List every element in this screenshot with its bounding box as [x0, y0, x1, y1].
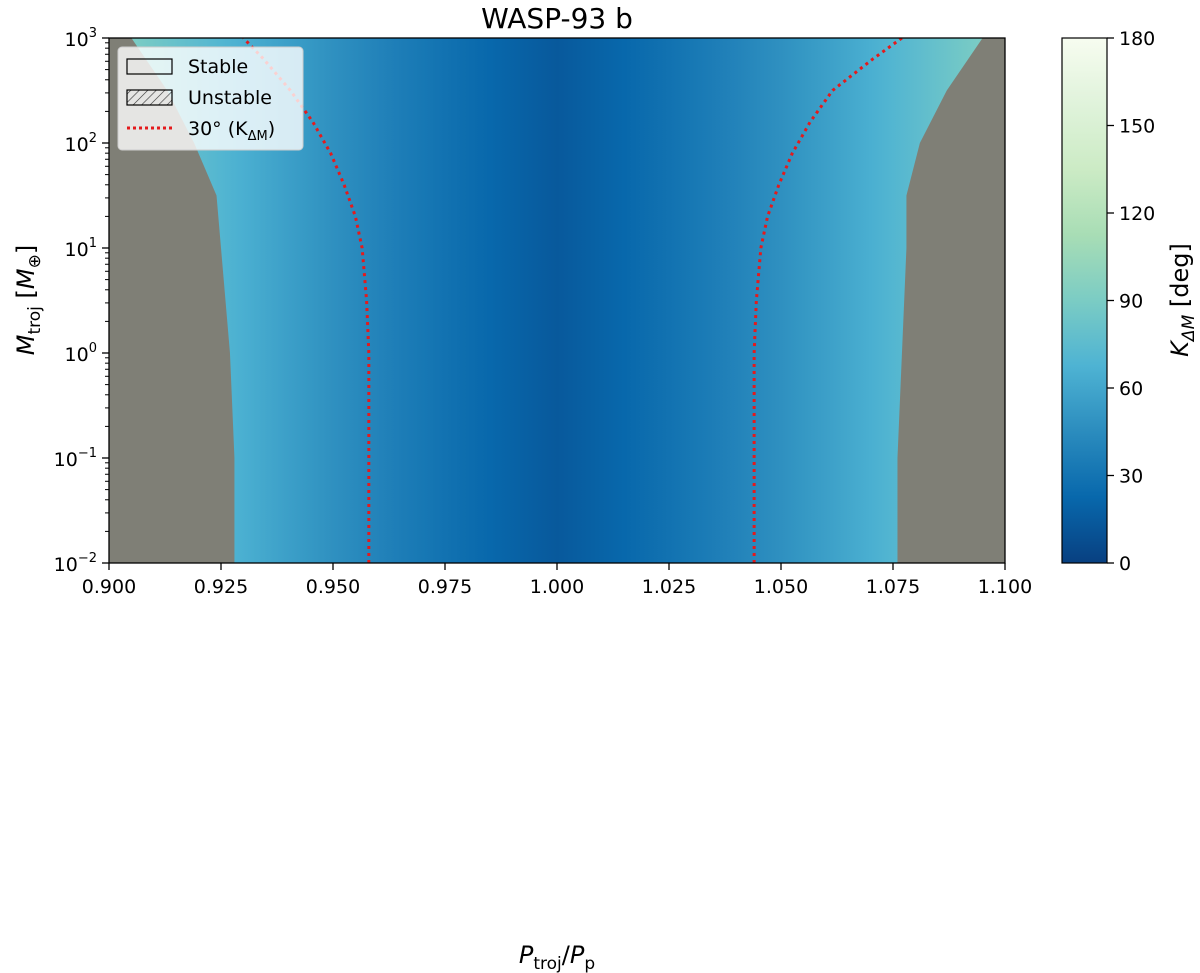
- unstable-region-left: [109, 38, 235, 563]
- legend-label-30deg: 30° (KΔM): [188, 118, 275, 144]
- y-tick-label: 103: [65, 26, 97, 51]
- legend-label-stable: Stable: [188, 56, 248, 78]
- x-tick-label: 1.100: [978, 576, 1032, 598]
- chart-title: WASP-93 b: [481, 2, 633, 35]
- y-tick-label: 10−2: [54, 551, 97, 576]
- x-tick-label: 1.000: [530, 576, 584, 598]
- colorbar-label: KΔM [deg]: [1166, 243, 1199, 357]
- x-tick-label: 0.900: [82, 576, 136, 598]
- y-tick-label: 102: [65, 131, 97, 156]
- colorbar-tick-label: 180: [1119, 28, 1155, 50]
- legend-swatch-unstable: [126, 89, 173, 106]
- x-tick-label: 0.950: [306, 576, 360, 598]
- x-tick-label: 1.025: [642, 576, 696, 598]
- y-tick-label: 101: [65, 236, 97, 261]
- legend-label-unstable: Unstable: [188, 87, 272, 109]
- y-axis: 10−2 10−1 100 101 102 103: [54, 26, 109, 576]
- contour-30deg-right: [752, 38, 903, 563]
- colorbar-gradient: [1061, 37, 1108, 564]
- x-tick-label: 1.050: [754, 576, 808, 598]
- plot-area: [109, 38, 1005, 563]
- colorbar-tick-label: 90: [1119, 291, 1143, 313]
- colorbar-tick-label: 0: [1119, 553, 1131, 575]
- unstable-region-right: [897, 38, 1005, 563]
- x-axis-label: Ptroj/Pp: [519, 941, 595, 973]
- x-tick-label: 1.075: [866, 576, 920, 598]
- legend-swatch-stable: [126, 58, 173, 75]
- colorbar: 0 30 60 90 120 150 180 KΔM [deg]: [1061, 28, 1199, 575]
- x-axis: 0.900 0.925 0.950 0.975 1.000 1.025 1.050 1.075…: [82, 563, 1032, 598]
- legend: Stable Unstable 30° (KΔM): [117, 46, 304, 151]
- colorbar-tick-label: 30: [1119, 466, 1143, 488]
- y-tick-label: 10−1: [54, 446, 97, 471]
- legend-box: [117, 46, 304, 151]
- x-tick-label: 0.925: [194, 576, 248, 598]
- y-axis-label: Mtroj [M⊕]: [12, 245, 45, 355]
- contour-30deg-left: [242, 38, 371, 563]
- colorbar-tick-label: 120: [1119, 203, 1155, 225]
- colorbar-tick-label: 150: [1119, 116, 1155, 138]
- y-tick-label: 100: [65, 341, 97, 366]
- colorbar-tick-label: 60: [1119, 378, 1143, 400]
- x-tick-label: 0.975: [418, 576, 472, 598]
